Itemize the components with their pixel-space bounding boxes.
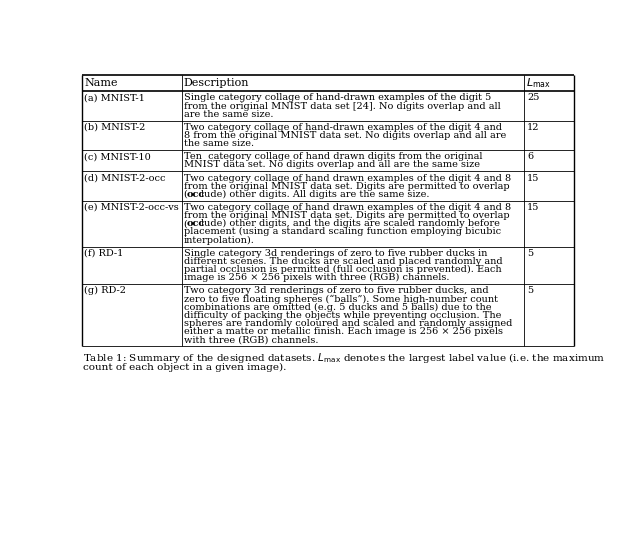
Text: (: ( [184, 190, 188, 199]
Text: the same size.: the same size. [184, 139, 254, 148]
Text: 6: 6 [527, 152, 533, 162]
Text: zero to five floating spheres (“balls”). Some high-number count: zero to five floating spheres (“balls”).… [184, 294, 498, 304]
Text: interpolation).: interpolation). [184, 235, 255, 244]
Text: (g) RD-2: (g) RD-2 [84, 286, 127, 295]
Text: partial occlusion is permitted (full occlusion is prevented). Each: partial occlusion is permitted (full occ… [184, 265, 501, 274]
Text: Two category collage of hand drawn examples of the digit 4 and 8: Two category collage of hand drawn examp… [184, 173, 511, 183]
Text: 5: 5 [527, 249, 533, 257]
Text: 15: 15 [527, 173, 540, 183]
Text: either a matte or metallic finish. Each image is 256 × 256 pixels: either a matte or metallic finish. Each … [184, 327, 502, 336]
Text: with three (RGB) channels.: with three (RGB) channels. [184, 335, 318, 344]
Text: (: ( [184, 219, 188, 228]
Text: MNIST data set. No digits overlap and all are the same size: MNIST data set. No digits overlap and al… [184, 160, 479, 170]
Text: Ten  category collage of hand drawn digits from the original: Ten category collage of hand drawn digit… [184, 152, 482, 162]
Text: from the original MNIST data set. Digits are permitted to overlap: from the original MNIST data set. Digits… [184, 182, 509, 191]
Text: Table 1: Summary of the designed datasets. $L_{\mathrm{max}}$ denotes the larges: Table 1: Summary of the designed dataset… [83, 351, 606, 365]
Text: count of each object in a given image).: count of each object in a given image). [83, 363, 287, 372]
Text: combinations are omitted (e.g. 5 ducks and 5 balls) due to the: combinations are omitted (e.g. 5 ducks a… [184, 302, 491, 312]
Text: (d) MNIST-2-occ: (d) MNIST-2-occ [84, 173, 166, 183]
Text: spheres are randomly coloured and scaled and randomly assigned: spheres are randomly coloured and scaled… [184, 319, 512, 328]
Text: $L_{\mathrm{max}}$: $L_{\mathrm{max}}$ [526, 76, 551, 91]
Text: Single category collage of hand-drawn examples of the digit 5: Single category collage of hand-drawn ex… [184, 93, 491, 102]
Text: Single category 3d renderings of zero to five rubber ducks in: Single category 3d renderings of zero to… [184, 249, 487, 257]
Text: 25: 25 [527, 93, 540, 102]
Text: 5: 5 [527, 286, 533, 295]
Text: 8 from the original MNIST data set. No digits overlap and all are: 8 from the original MNIST data set. No d… [184, 131, 506, 140]
Text: difficulty of packing the objects while preventing occlusion. The: difficulty of packing the objects while … [184, 311, 501, 320]
Text: (e) MNIST-2-occ-vs: (e) MNIST-2-occ-vs [84, 203, 179, 212]
Text: Two category collage of hand-drawn examples of the digit 4 and: Two category collage of hand-drawn examp… [184, 123, 502, 132]
Text: occ: occ [187, 219, 205, 228]
Text: (a) MNIST-1: (a) MNIST-1 [84, 93, 145, 102]
Text: Description: Description [184, 79, 249, 88]
Text: (c) MNIST-10: (c) MNIST-10 [84, 152, 151, 162]
Text: are the same size.: are the same size. [184, 109, 273, 119]
Text: 15: 15 [527, 203, 540, 212]
Text: Name: Name [84, 79, 118, 88]
Text: from the original MNIST data set [24]. No digits overlap and all: from the original MNIST data set [24]. N… [184, 101, 500, 111]
Text: placement (using a standard scaling function employing bicubic: placement (using a standard scaling func… [184, 227, 500, 236]
Text: image is 256 × 256 pixels with three (RGB) channels.: image is 256 × 256 pixels with three (RG… [184, 273, 449, 282]
Text: lude) other digits. All digits are the same size.: lude) other digits. All digits are the s… [201, 190, 429, 199]
Text: from the original MNIST data set. Digits are permitted to overlap: from the original MNIST data set. Digits… [184, 211, 509, 220]
Text: (f) RD-1: (f) RD-1 [84, 249, 124, 257]
Text: 12: 12 [527, 123, 540, 132]
Text: Two category 3d renderings of zero to five rubber ducks, and: Two category 3d renderings of zero to fi… [184, 286, 488, 295]
Text: (b) MNIST-2: (b) MNIST-2 [84, 123, 146, 132]
Text: Two category collage of hand drawn examples of the digit 4 and 8: Two category collage of hand drawn examp… [184, 203, 511, 212]
Text: occ: occ [187, 190, 205, 199]
Text: different scenes. The ducks are scaled and placed randomly and: different scenes. The ducks are scaled a… [184, 257, 502, 266]
Text: lude) other digits, and the digits are scaled randomly before: lude) other digits, and the digits are s… [201, 219, 500, 228]
